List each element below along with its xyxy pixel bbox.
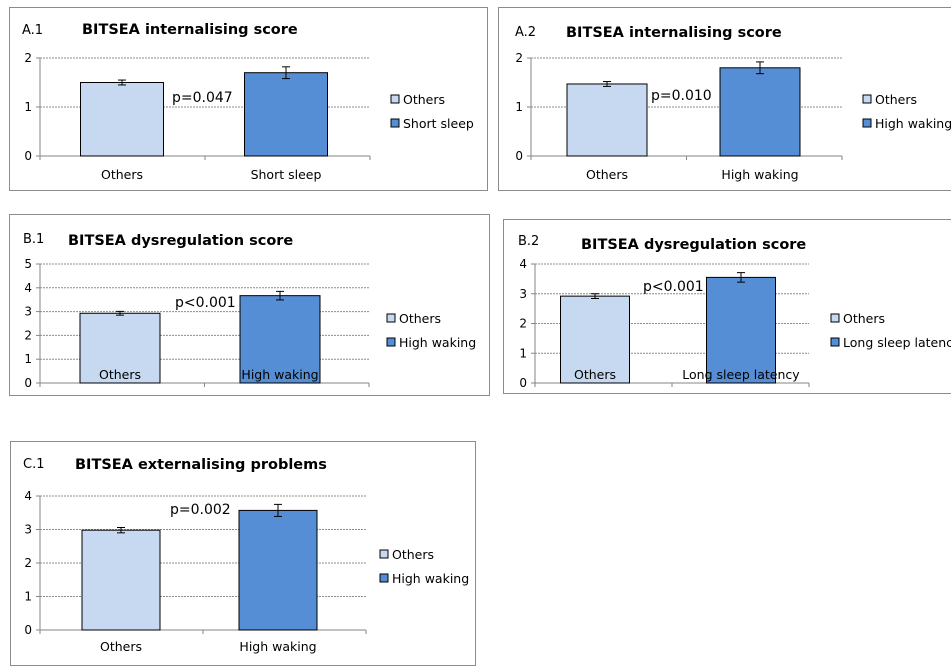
chart-title: BITSEA dysregulation score [68,233,293,249]
y-tick-label: 4 [24,281,32,295]
chart-c1: C.1 BITSEA externalising problems 0 1 2 3 4 Oth… [23,457,469,654]
panel-id: B.2 [518,234,539,249]
bar-others [560,295,630,384]
panel-id: A.2 [515,25,536,40]
bar-long-sleep-latency [706,276,776,384]
y-tick-label: 1 [519,346,527,360]
legend-swatch [862,94,872,104]
x-category-label: High waking [721,167,798,182]
bar-others [81,529,161,631]
chart-panel-a2: A.2 BITSEA internalising score 0 1 2 Others Hi… [498,7,951,191]
panel-id: C.1 [23,457,44,472]
x-category-label: Others [101,167,143,182]
bar-others [79,312,161,384]
legend-label: Others [875,92,917,107]
y-tick-label: 1 [24,352,32,366]
legend-label: High waking [875,116,951,131]
chart-panel-a1: A.1 BITSEA internalising score 0 1 2 Others Sh… [9,7,488,191]
legend-label: Others [392,547,434,562]
legend-swatch [386,337,396,347]
y-tick-label: 2 [515,51,523,65]
chart-panel-b1: B.1 BITSEA dysregulation score 0 1 2 3 4 5 Other… [9,214,490,396]
chart-title: BITSEA internalising score [566,25,782,41]
legend-swatch [386,313,396,323]
legend-swatch [379,573,389,583]
legend-swatch [379,549,389,559]
y-tick-label: 0 [515,149,523,163]
legend-label: High waking [392,571,469,586]
x-category-label: Others [100,639,142,654]
x-category-label: High waking [241,367,318,382]
y-tick-label: 5 [24,257,32,271]
x-category-label: Others [99,367,141,382]
legend-swatch [862,118,872,128]
legend-swatch [390,118,400,128]
y-tick-label: 0 [24,376,32,390]
y-tick-label: 3 [24,305,32,319]
legend-label: Others [403,92,445,107]
y-tick-label: 0 [519,376,527,390]
x-category-label: Others [574,367,616,382]
y-tick-label: 0 [24,149,32,163]
legend-swatch [830,337,840,347]
legend-swatch [830,313,840,323]
x-category-label: Long sleep latency [682,367,800,382]
y-tick-label: 1 [515,100,523,114]
bar-others [80,82,164,157]
y-tick-label: 2 [24,51,32,65]
chart-panel-c1: C.1 BITSEA externalising problems 0 1 2 3 4 Oth… [10,441,476,666]
legend-label: Short sleep [403,116,474,131]
chart-b1: B.1 BITSEA dysregulation score 0 1 2 3 4 5 Other… [23,232,476,390]
y-tick-label: 0 [24,623,32,637]
chart-a2: A.2 BITSEA internalising score 0 1 2 Others Hi… [515,25,951,182]
panel-id: B.1 [23,232,44,247]
y-tick-label: 3 [519,287,527,301]
y-tick-label: 3 [24,523,32,537]
x-category-label: Others [586,167,628,182]
p-value-annotation: p<0.001 [175,295,236,311]
panel-id: A.1 [22,23,43,38]
bar-others [566,83,648,157]
legend-label: High waking [399,335,476,350]
p-value-annotation: p=0.010 [651,88,712,104]
y-tick-label: 2 [24,556,32,570]
x-category-label: Short sleep [251,167,322,182]
chart-b2: B.2 BITSEA dysregulation score 0 1 2 3 4 Others… [518,234,951,390]
y-tick-label: 4 [519,257,527,271]
legend-label: Others [843,311,885,326]
legend-label: Others [399,311,441,326]
chart-title: BITSEA internalising score [82,22,298,38]
p-value-annotation: p<0.001 [643,279,704,295]
bar-high-waking [719,67,801,157]
p-value-annotation: p=0.047 [172,90,233,106]
y-tick-label: 1 [24,590,32,604]
chart-title: BITSEA dysregulation score [581,237,806,253]
chart-title: BITSEA externalising problems [75,457,327,473]
p-value-annotation: p=0.002 [170,502,231,518]
y-tick-label: 2 [519,317,527,331]
chart-panel-b2: B.2 BITSEA dysregulation score 0 1 2 3 4 Others… [503,219,951,394]
chart-a1: A.1 BITSEA internalising score 0 1 2 Others Sh… [22,22,474,182]
legend-label: Long sleep latency [843,335,951,350]
y-tick-label: 2 [24,328,32,342]
bar-short-sleep [244,72,328,157]
bar-high-waking [238,509,318,631]
x-category-label: High waking [239,639,316,654]
y-tick-label: 4 [24,489,32,503]
legend-swatch [390,94,400,104]
y-tick-label: 1 [24,100,32,114]
